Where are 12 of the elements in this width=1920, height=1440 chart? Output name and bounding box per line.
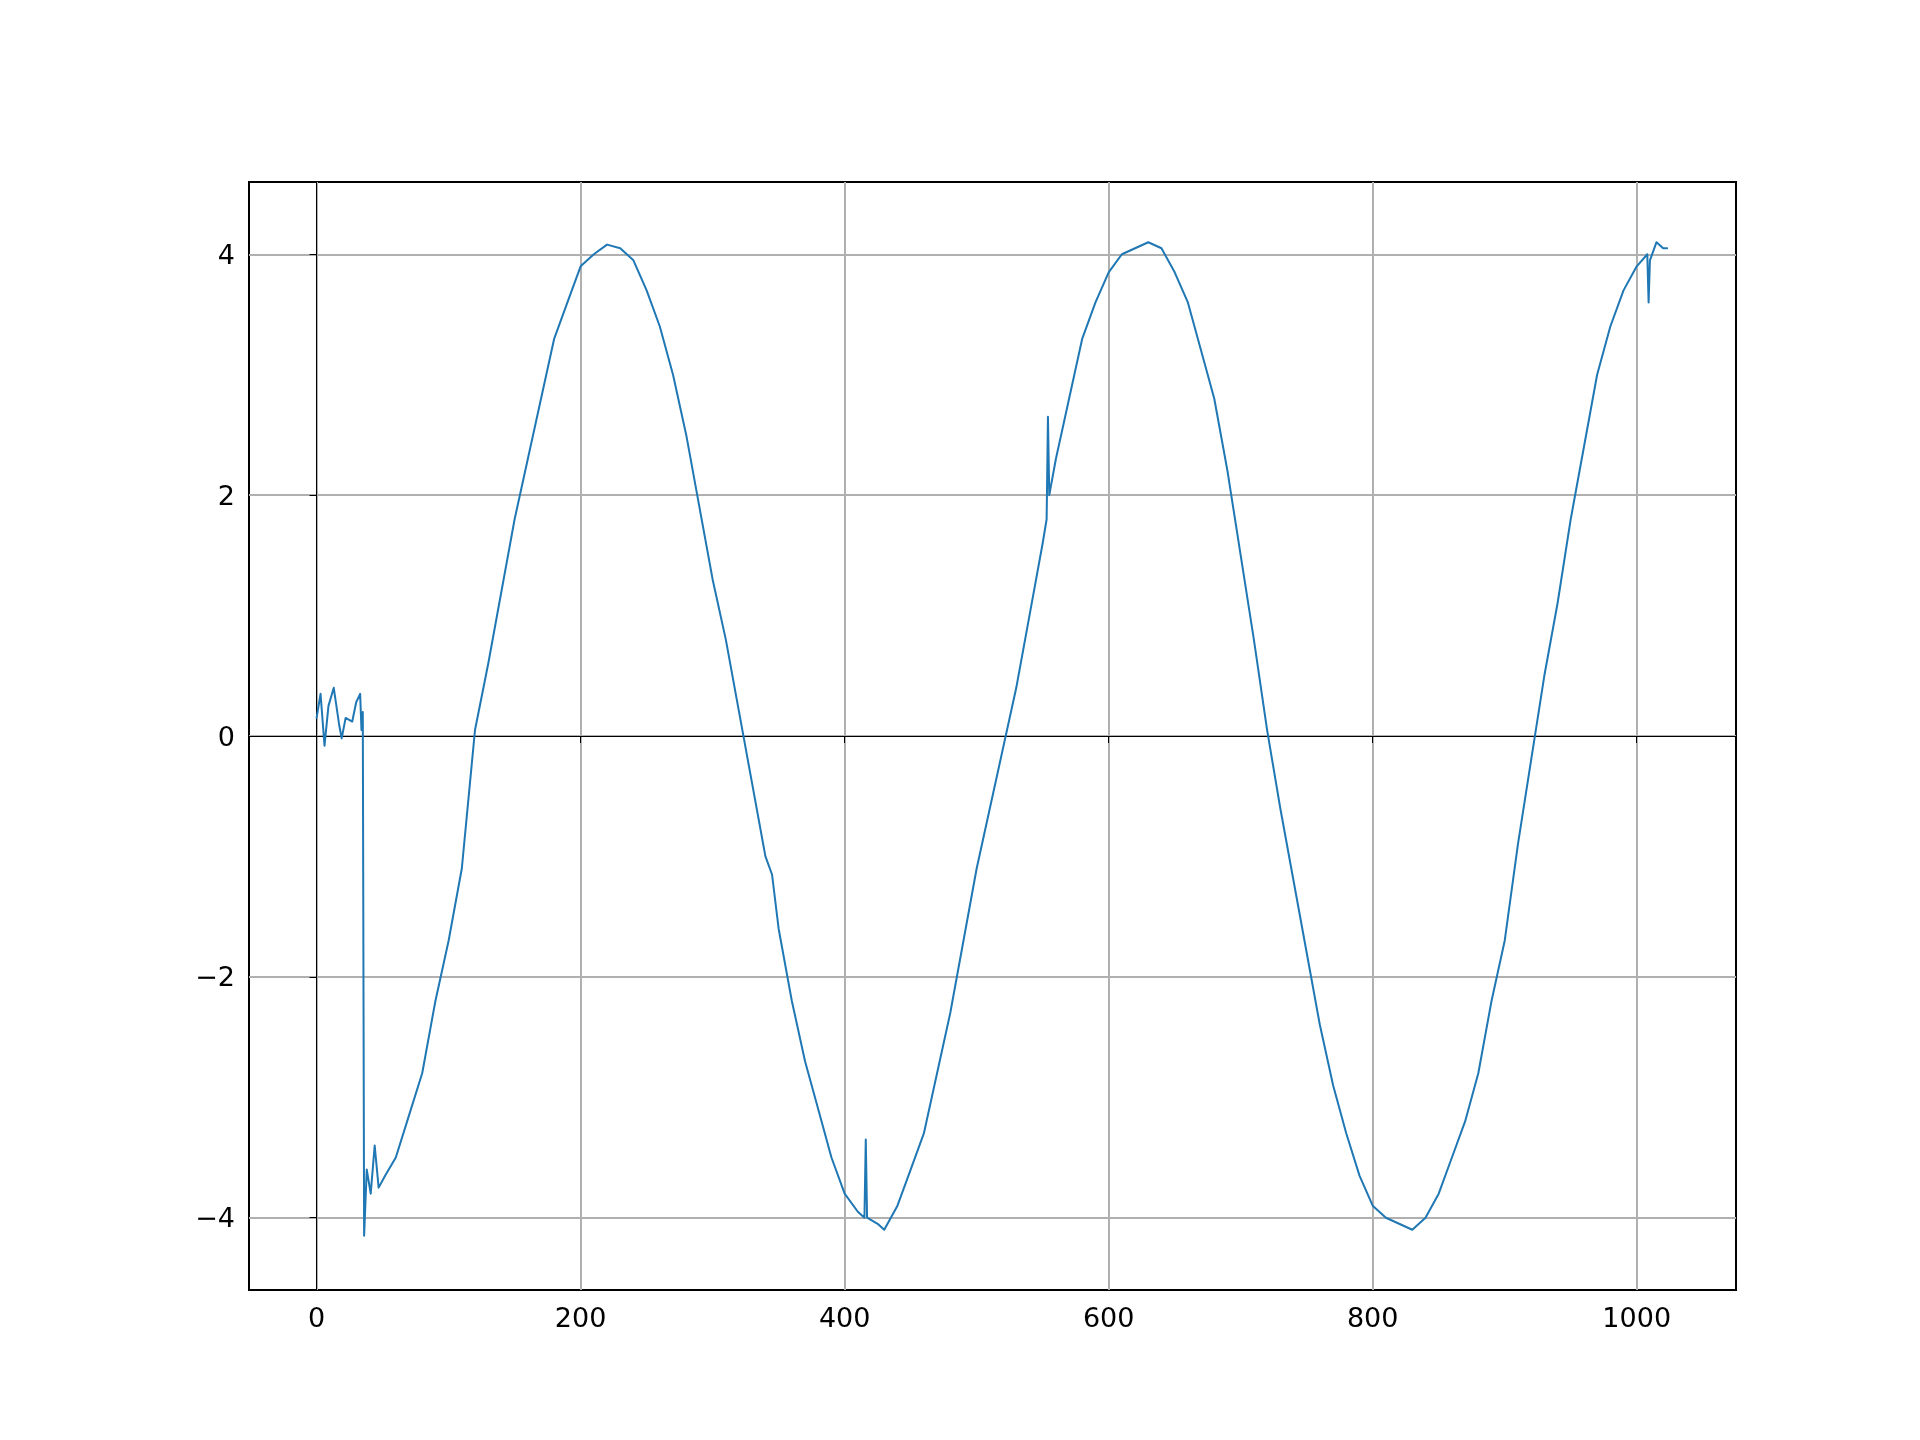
x-tick-label: 600 [1082, 1302, 1135, 1333]
x-tick-label: 200 [554, 1302, 607, 1333]
line-series [315, 241, 1669, 1237]
x-tick-label: 0 [308, 1302, 326, 1333]
y-tick-label: 4 [217, 238, 235, 270]
y-tick-label: 2 [217, 479, 235, 511]
x-tick-label: 400 [818, 1302, 871, 1333]
x-tick-label: 1000 [1602, 1302, 1672, 1333]
y-tick-label: −2 [195, 961, 235, 993]
y-tick-label: 0 [217, 720, 235, 752]
y-tick-label: −4 [195, 1202, 235, 1234]
x-tick-label: 800 [1346, 1302, 1399, 1333]
